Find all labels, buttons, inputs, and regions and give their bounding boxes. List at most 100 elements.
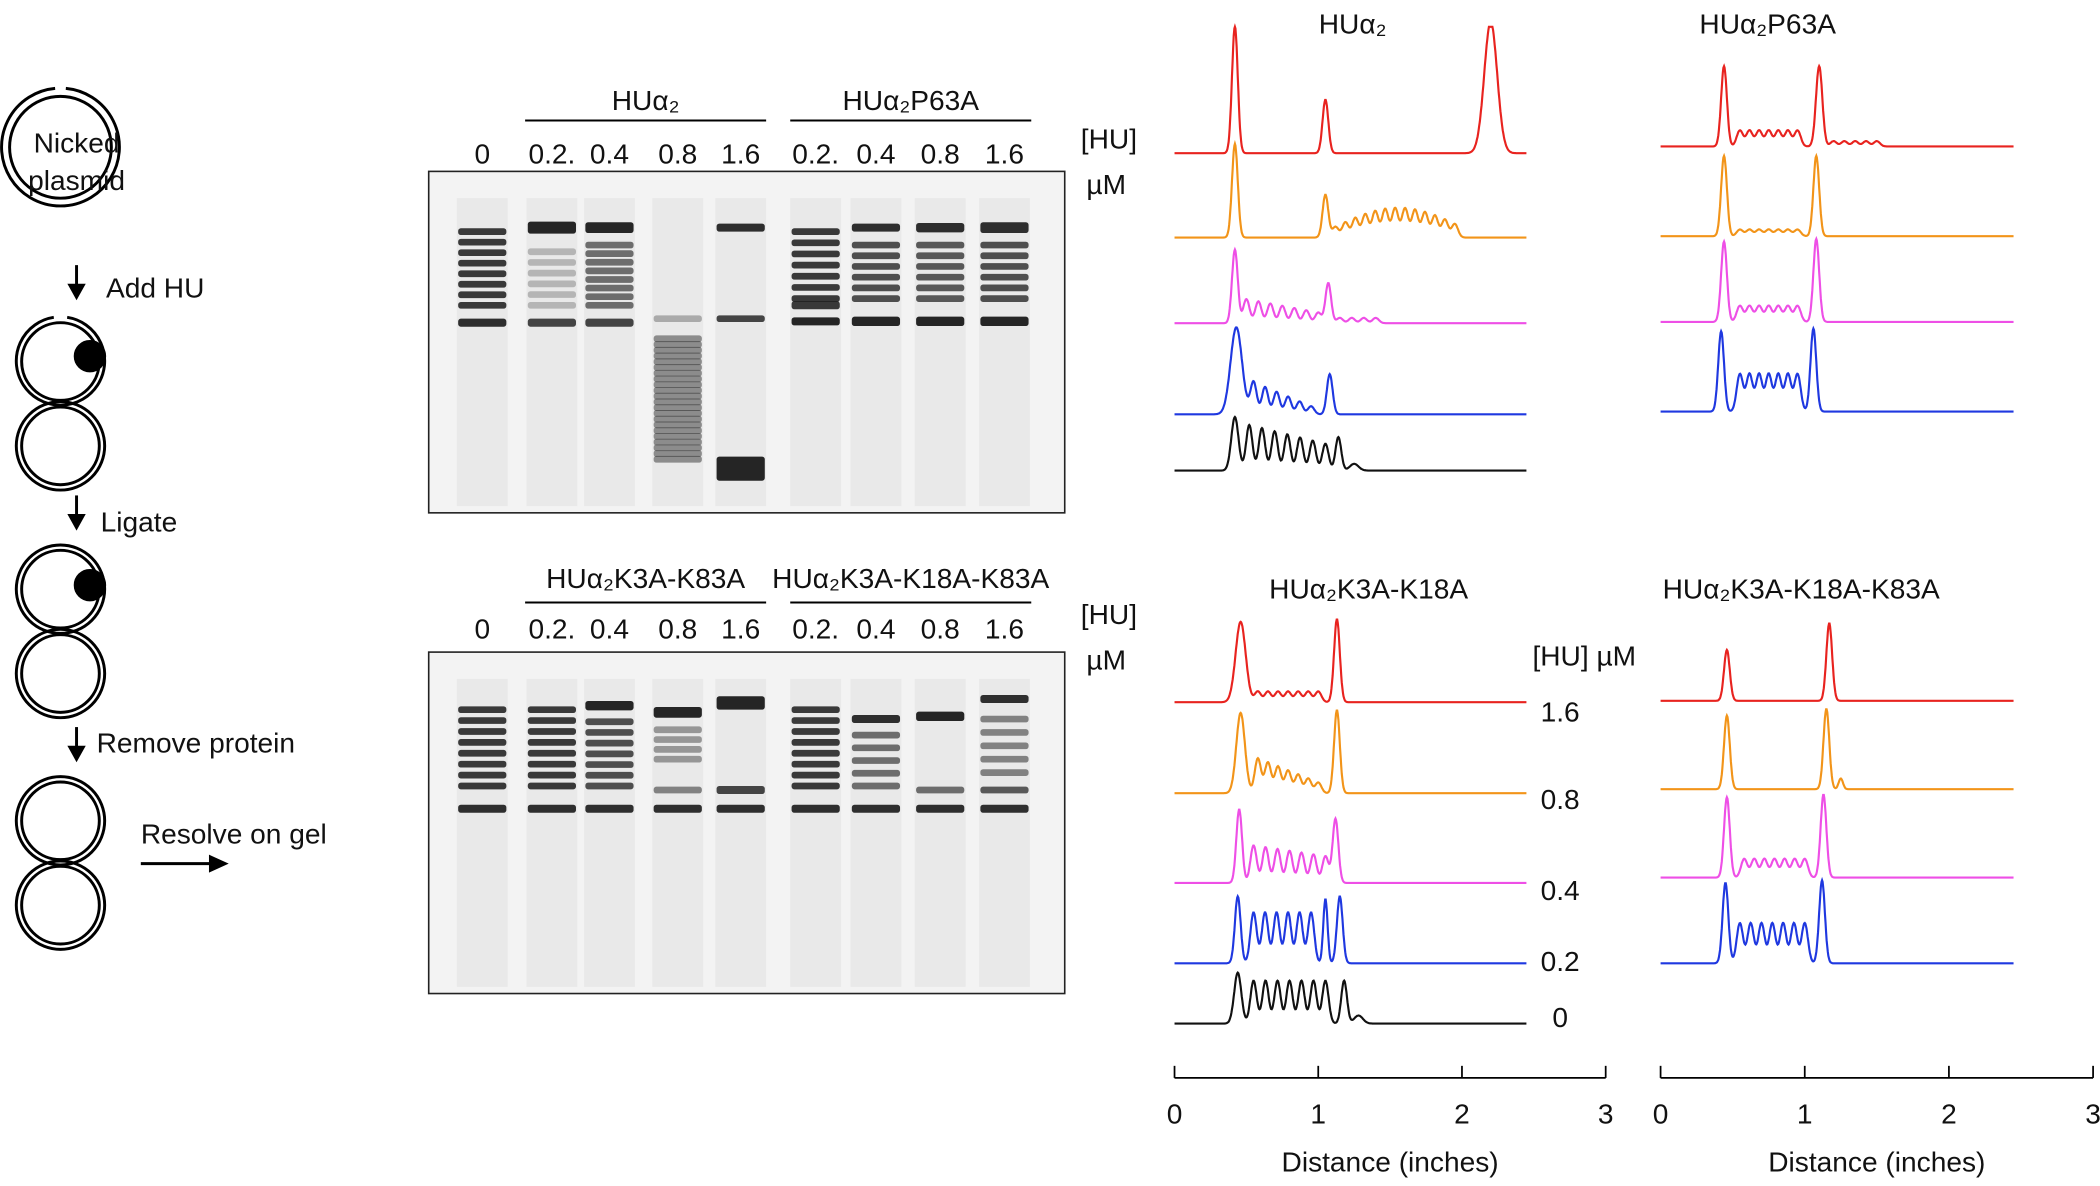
trace xyxy=(1174,709,1527,795)
gel-band xyxy=(585,276,634,283)
gel-band xyxy=(527,782,576,790)
trace xyxy=(1660,793,2014,879)
gel-band xyxy=(585,318,634,327)
step-label: Remove protein xyxy=(97,728,295,759)
gel-band xyxy=(916,273,965,281)
inner-strand xyxy=(20,864,101,946)
lane-label: 0.2. xyxy=(792,614,839,645)
gel-band xyxy=(916,284,965,292)
panel-title: HUα₂P63A xyxy=(1699,8,1836,39)
inner-strand xyxy=(20,405,101,487)
gel-band xyxy=(851,223,901,232)
trace xyxy=(1174,415,1527,472)
x-tick-label: 0 xyxy=(1167,1098,1183,1129)
gel-band xyxy=(653,346,702,354)
gel-band xyxy=(527,717,576,724)
gel-band xyxy=(653,364,702,371)
gel-band xyxy=(458,760,507,768)
gel-band xyxy=(585,258,634,266)
gel-band xyxy=(851,241,901,249)
arrowhead xyxy=(67,514,86,531)
concentration-label: 0 xyxy=(1552,1002,1568,1033)
gel-band xyxy=(458,728,507,735)
schematic-label: Nicked xyxy=(34,128,120,159)
unit-label: [HU] xyxy=(1081,124,1137,155)
gel-band xyxy=(653,450,702,457)
gel-band xyxy=(585,771,634,779)
x-axis-label: Distance (inches) xyxy=(1282,1147,1499,1178)
gel-band xyxy=(791,717,840,724)
gel-band xyxy=(458,739,507,746)
gel-band xyxy=(458,706,507,714)
gel-lane xyxy=(652,198,704,507)
gel-lane xyxy=(914,198,966,507)
gel-band xyxy=(851,263,901,270)
lane-label: 0 xyxy=(474,138,490,169)
x-tick-label: 3 xyxy=(1598,1098,1614,1129)
gel-lane xyxy=(715,198,767,507)
gel-band xyxy=(653,392,702,400)
gel-band xyxy=(980,295,1029,302)
gel-band xyxy=(653,341,702,348)
gel-band xyxy=(916,252,965,260)
schematic-label: plasmid xyxy=(28,165,125,196)
gel-band xyxy=(458,228,507,235)
gel-band xyxy=(458,238,507,246)
gel-band xyxy=(916,316,965,327)
outer-strand xyxy=(14,859,107,951)
inner-strand xyxy=(8,94,113,200)
gel-band xyxy=(916,804,965,813)
gel-band xyxy=(653,706,702,718)
concentration-label: 1.6 xyxy=(1541,697,1580,728)
gel-band xyxy=(791,771,840,779)
lane-label: 0.8 xyxy=(658,614,697,645)
gel-band xyxy=(851,731,901,739)
gel-band xyxy=(527,269,576,277)
gel-band xyxy=(851,804,901,813)
gel-lane xyxy=(456,678,508,987)
x-tick-label: 0 xyxy=(1653,1098,1669,1129)
gel-band xyxy=(585,718,634,726)
gel-lane xyxy=(715,678,767,987)
gel-band xyxy=(527,301,576,309)
gel-band xyxy=(791,728,840,735)
lane-label: 0.8 xyxy=(921,138,960,169)
gel-band xyxy=(980,804,1029,813)
gel-band xyxy=(980,729,1029,736)
gel-band xyxy=(527,248,576,256)
outer-strand xyxy=(14,775,107,867)
gel-band xyxy=(653,736,702,743)
unit-label: µM xyxy=(1086,645,1126,676)
schematic xyxy=(0,86,229,951)
gel-band xyxy=(653,358,702,366)
gel-band xyxy=(716,223,765,232)
gel-band xyxy=(653,404,702,411)
gel-band xyxy=(527,749,576,757)
gel-band xyxy=(527,259,576,266)
gel-band xyxy=(585,782,634,790)
gel-band xyxy=(585,250,634,257)
gel-band xyxy=(653,726,702,734)
group-label: HUα₂ xyxy=(612,85,680,116)
gel-band xyxy=(653,432,702,440)
panel-title: HUα₂K3A-K18A xyxy=(1269,574,1468,605)
gel-band xyxy=(791,749,840,757)
gel-band xyxy=(716,456,765,481)
gel-band xyxy=(653,369,702,377)
gel-band xyxy=(527,706,576,714)
gel-band xyxy=(527,221,576,234)
gel-band xyxy=(716,785,765,795)
step-label: Add HU xyxy=(106,272,204,303)
trace xyxy=(1660,622,2014,702)
gel-band xyxy=(653,755,702,763)
x-tick-label: 2 xyxy=(1941,1098,1957,1129)
gel-band xyxy=(916,263,965,270)
group-label: HUα₂K3A-K18A-K83A xyxy=(772,563,1049,594)
arrowhead xyxy=(67,283,86,301)
gel-band xyxy=(851,744,901,752)
gel-band xyxy=(791,782,840,790)
gel-band xyxy=(653,410,702,417)
gel-band xyxy=(791,250,840,258)
gel-band xyxy=(653,381,702,389)
